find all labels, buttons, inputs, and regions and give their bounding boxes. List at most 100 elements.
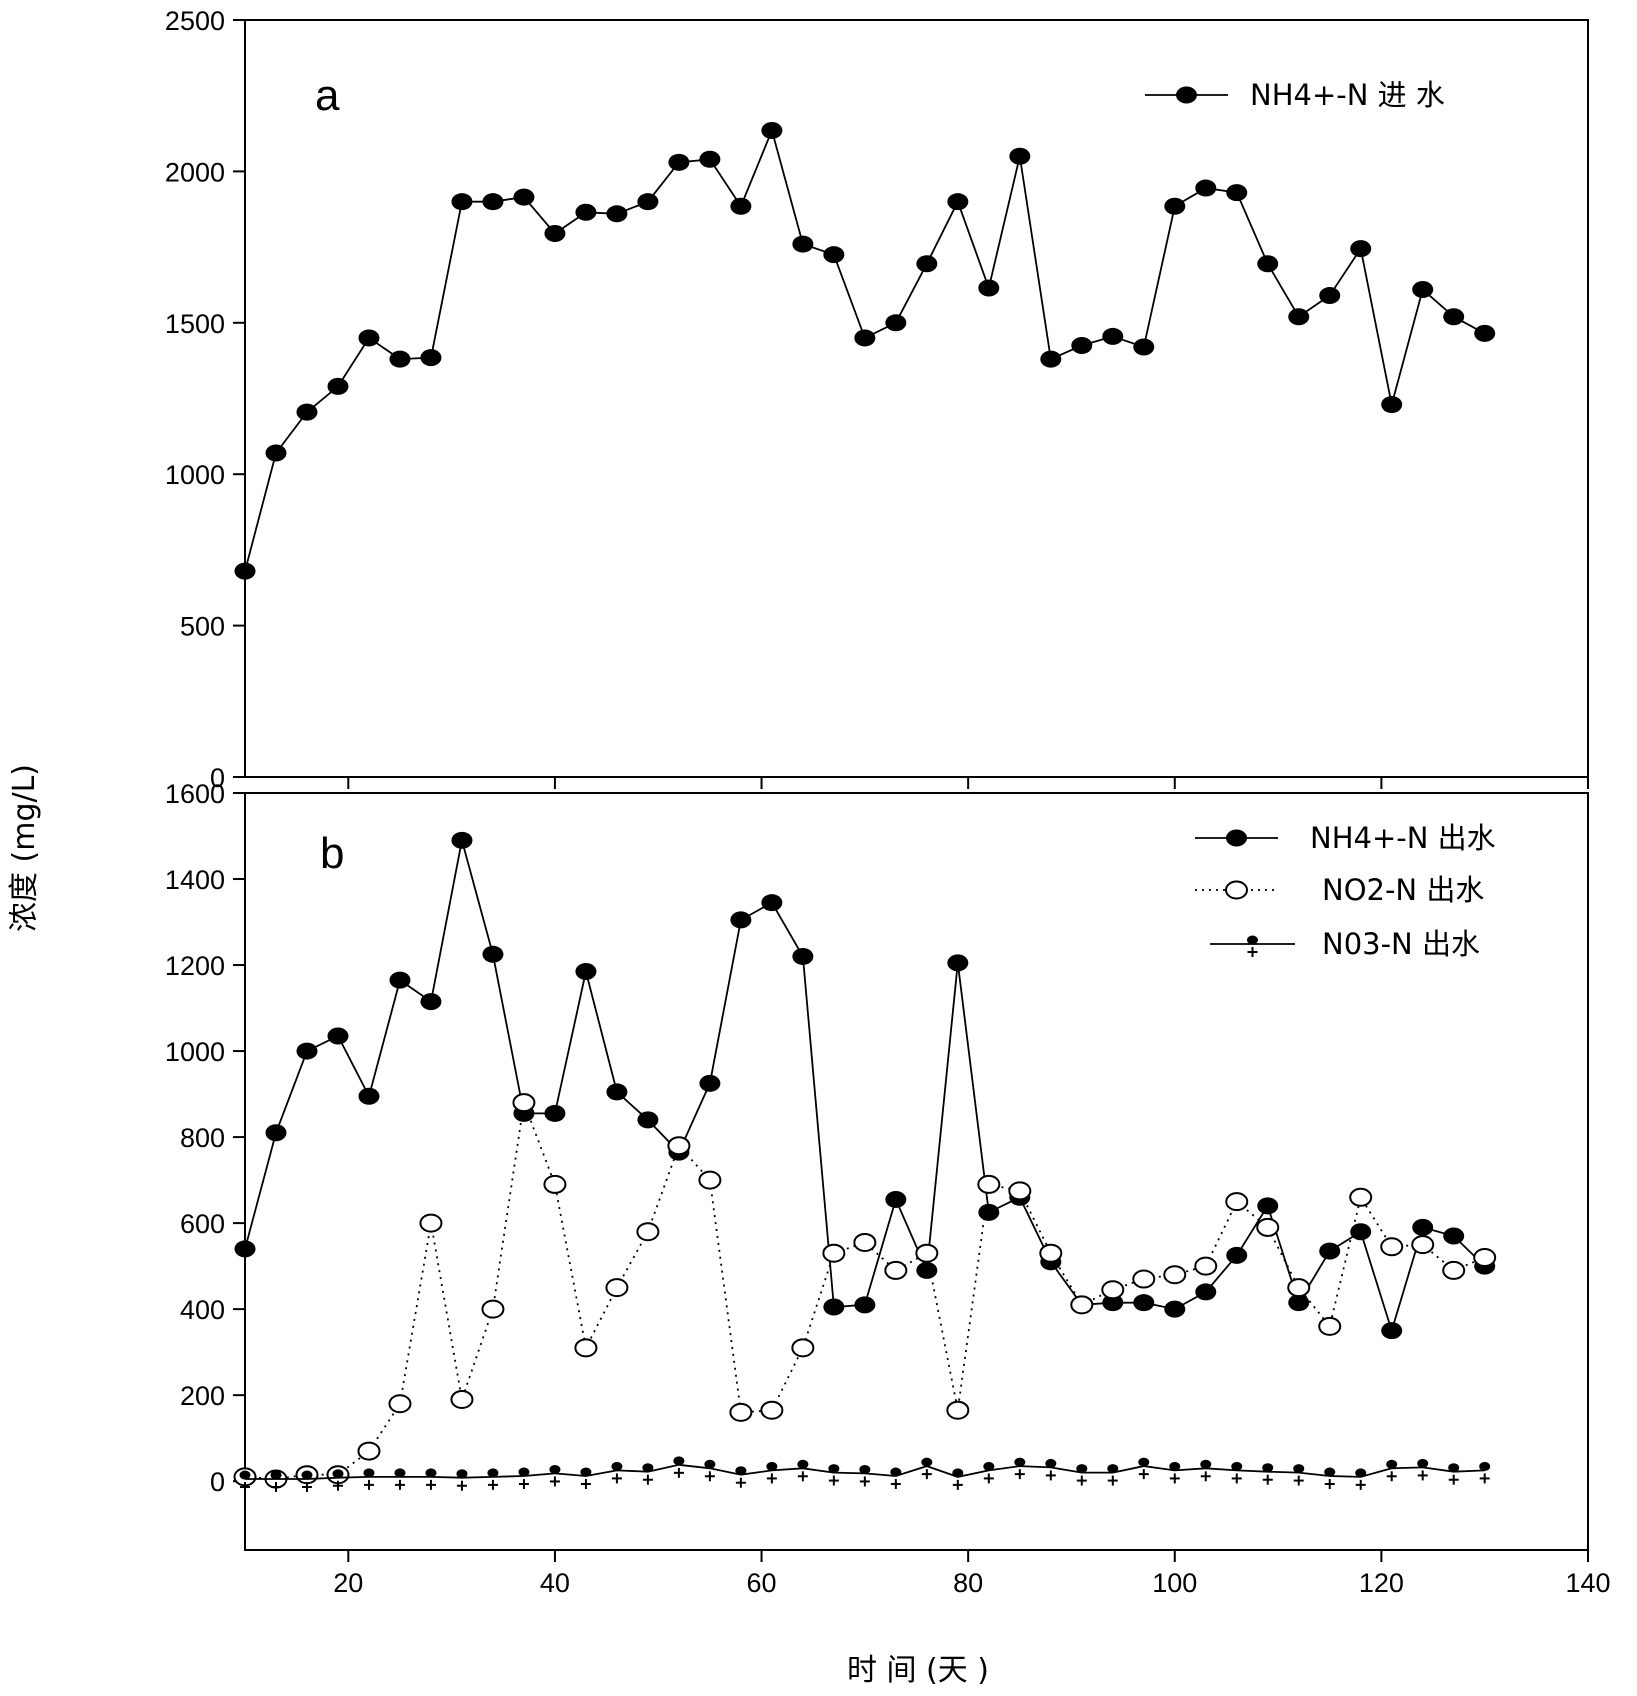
data-point bbox=[822, 1243, 846, 1263]
data-point bbox=[729, 1402, 753, 1422]
marker-dot bbox=[1479, 1461, 1491, 1471]
data-point bbox=[792, 235, 814, 253]
data-point bbox=[1195, 1283, 1217, 1301]
data-point bbox=[854, 329, 876, 347]
data-point bbox=[1380, 1237, 1404, 1257]
legend-marker bbox=[1226, 829, 1247, 847]
data-point bbox=[1381, 1322, 1403, 1340]
x-tick-label: 120 bbox=[1359, 1568, 1404, 1598]
data-point bbox=[637, 1111, 659, 1129]
data-point bbox=[735, 1466, 747, 1488]
data-point bbox=[358, 1087, 380, 1105]
marker-dot bbox=[332, 1469, 344, 1479]
data-point bbox=[513, 188, 535, 206]
data-point bbox=[983, 1461, 995, 1484]
marker-dot bbox=[890, 1467, 902, 1477]
data-point bbox=[1045, 1458, 1057, 1481]
marker-dot bbox=[952, 1468, 964, 1478]
data-point bbox=[730, 197, 752, 215]
data-point bbox=[1107, 1464, 1119, 1486]
y-tick-label: 1000 bbox=[165, 460, 225, 490]
data-point bbox=[357, 1441, 381, 1461]
data-point bbox=[575, 962, 597, 980]
data-point bbox=[1442, 1260, 1466, 1280]
data-point bbox=[363, 1468, 375, 1490]
data-point bbox=[1132, 1269, 1156, 1289]
data-point bbox=[1350, 240, 1372, 258]
marker-dot bbox=[1107, 1464, 1119, 1474]
marker-dot bbox=[1293, 1464, 1305, 1474]
marker-dot bbox=[1231, 1461, 1243, 1471]
marker-dot bbox=[1138, 1457, 1150, 1467]
data-point bbox=[265, 444, 287, 462]
data-point bbox=[1386, 1459, 1398, 1482]
data-point bbox=[327, 377, 349, 395]
data-point bbox=[1039, 1243, 1063, 1263]
marker-dot bbox=[363, 1468, 375, 1478]
data-point bbox=[1318, 1316, 1342, 1336]
marker-dot bbox=[859, 1464, 871, 1474]
data-point bbox=[1102, 327, 1124, 345]
data-point bbox=[637, 193, 659, 211]
data-point bbox=[978, 279, 1000, 297]
y-tick-label: 800 bbox=[180, 1123, 225, 1153]
data-point bbox=[1231, 1461, 1243, 1484]
data-point bbox=[947, 954, 969, 972]
marker-dot bbox=[487, 1468, 499, 1478]
data-point bbox=[704, 1459, 716, 1482]
data-point bbox=[549, 1464, 561, 1487]
data-point bbox=[301, 1470, 313, 1493]
data-point bbox=[884, 1260, 908, 1280]
y-tick-label: 200 bbox=[180, 1381, 225, 1411]
data-point bbox=[636, 1222, 660, 1242]
data-point bbox=[327, 1027, 349, 1045]
data-point bbox=[451, 831, 473, 849]
data-point bbox=[450, 1389, 474, 1409]
data-point bbox=[668, 153, 690, 171]
data-point bbox=[1040, 350, 1062, 368]
data-point bbox=[1256, 1217, 1280, 1237]
data-point bbox=[797, 1459, 809, 1482]
data-point bbox=[760, 1400, 784, 1420]
data-point bbox=[544, 1104, 566, 1122]
data-point bbox=[1008, 1181, 1032, 1201]
data-point bbox=[456, 1469, 468, 1491]
y-tick-label: 2500 bbox=[165, 6, 225, 36]
data-point bbox=[1133, 1294, 1155, 1312]
data-point bbox=[823, 246, 845, 264]
panel-label-a: a bbox=[315, 71, 340, 120]
data-point bbox=[673, 1456, 685, 1478]
data-point bbox=[1257, 1197, 1279, 1215]
data-point bbox=[1443, 308, 1465, 326]
data-point bbox=[1288, 1294, 1310, 1312]
y-tick-label: 1000 bbox=[165, 1037, 225, 1067]
data-point bbox=[792, 947, 814, 965]
series-layer bbox=[233, 122, 1497, 1493]
marker-dot bbox=[983, 1461, 995, 1471]
data-point bbox=[1009, 147, 1031, 165]
data-point bbox=[1226, 1246, 1248, 1264]
data-point bbox=[885, 1190, 907, 1208]
marker-dot bbox=[270, 1470, 282, 1480]
data-point bbox=[853, 1232, 877, 1252]
series-0-0 bbox=[234, 122, 1496, 580]
marker-dot bbox=[766, 1461, 778, 1471]
data-point bbox=[823, 1298, 845, 1316]
y-tick-label: 400 bbox=[180, 1295, 225, 1325]
marker-dot bbox=[735, 1466, 747, 1476]
series-line bbox=[244, 840, 1486, 1334]
data-point bbox=[1262, 1463, 1274, 1485]
data-point bbox=[766, 1461, 778, 1484]
axes: 0 500 1000 1500 2000 2500 0 200 400 600 800 1000 120… bbox=[165, 6, 1611, 1598]
marker-dot bbox=[1355, 1468, 1367, 1478]
marker-dot bbox=[1324, 1467, 1336, 1477]
data-point bbox=[1101, 1280, 1125, 1300]
data-point bbox=[425, 1468, 437, 1490]
data-point bbox=[1169, 1461, 1181, 1484]
data-point bbox=[234, 562, 256, 580]
data-point bbox=[1443, 1227, 1465, 1245]
data-point bbox=[1448, 1463, 1460, 1485]
data-point bbox=[791, 1338, 815, 1358]
x-tick-label: 140 bbox=[1565, 1568, 1610, 1598]
